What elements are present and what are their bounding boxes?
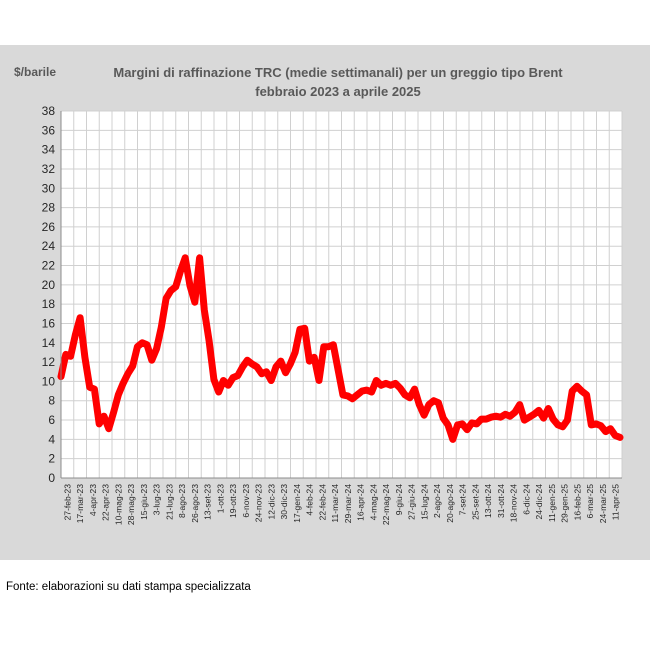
x-tick-label: 30-dic-23 <box>279 484 289 520</box>
x-tick-label: 4-mag-24 <box>368 484 378 521</box>
x-tick-label: 6-dic-24 <box>521 484 531 515</box>
x-tick-label: 31-ott-24 <box>496 484 506 518</box>
x-tick-label: 29-gen-25 <box>560 484 570 523</box>
chart-title: Margini di raffinazione TRC (medie setti… <box>113 65 563 80</box>
x-tick-label: 10-mag-23 <box>113 484 123 525</box>
x-tick-label: 11-apr-25 <box>611 484 621 520</box>
x-tick-label: 25-set-24 <box>470 484 480 520</box>
x-tick-label: 13-ott-24 <box>483 484 493 518</box>
x-tick-label: 22-apr-23 <box>101 484 111 521</box>
x-tick-label: 27-feb-23 <box>62 484 72 521</box>
x-tick-label: 22-mag-24 <box>381 484 391 525</box>
x-tick-label: 11-gen-25 <box>547 484 557 522</box>
x-tick-label: 3-lug-23 <box>152 484 162 515</box>
x-tick-label: 19-ott-23 <box>228 484 238 518</box>
x-tick-label: 18-nov-24 <box>509 484 519 523</box>
x-tick-label: 6-mar-25 <box>585 484 595 519</box>
x-tick-label: 4-feb-24 <box>305 484 315 516</box>
y-tick-label: 20 <box>42 278 56 292</box>
x-tick-label: 12-dic-23 <box>266 484 276 520</box>
series-group <box>57 254 624 443</box>
y-tick-label: 18 <box>42 297 56 311</box>
y-tick-label: 16 <box>42 316 56 330</box>
x-tick-label: 20-ago-24 <box>445 484 455 523</box>
x-tick-label: 16-feb-25 <box>572 484 582 521</box>
y-tick-label: 0 <box>48 471 55 485</box>
y-tick-label: 24 <box>42 239 56 253</box>
x-tick-labels: 27-feb-23 17-mar-23 4-apr-23 22-apr-23 10-ma… <box>62 484 620 525</box>
x-tick-label: 16-apr-24 <box>356 484 366 521</box>
y-tick-label: 22 <box>42 259 56 273</box>
x-tick-label: 8-ago-23 <box>177 484 187 518</box>
y-tick-label: 36 <box>42 123 56 137</box>
x-tick-label: 26-ago-23 <box>190 484 200 523</box>
x-tick-label: 24-nov-23 <box>254 484 264 523</box>
y-tick-label: 12 <box>42 355 56 369</box>
y-tick-label: 28 <box>42 201 56 215</box>
x-tick-label: 21-lug-23 <box>164 484 174 520</box>
x-tick-label: 13-set-23 <box>203 484 213 520</box>
x-tick-label: 17-gen-24 <box>292 484 302 523</box>
x-tick-label: 15-lug-24 <box>419 484 429 520</box>
x-tick-label: 27-giu-24 <box>407 484 417 520</box>
x-tick-label: 22-feb-24 <box>317 484 327 521</box>
x-tick-label: 24-mar-25 <box>598 484 608 523</box>
x-tick-label: 4-apr-23 <box>88 484 98 516</box>
y-tick-label: 26 <box>42 220 56 234</box>
chart-subtitle: febbraio 2023 a aprile 2025 <box>255 84 420 99</box>
x-tick-label: 29-mar-24 <box>343 484 353 523</box>
y-tick-label: 32 <box>42 162 56 176</box>
grid-lines <box>60 110 623 479</box>
x-tick-label: 28-mag-23 <box>126 484 136 525</box>
x-tick-label: 11-mar-24 <box>330 484 340 523</box>
x-tick-label: 7-set-24 <box>458 484 468 515</box>
x-tick-label: 15-giu-23 <box>139 484 149 520</box>
y-tick-label: 30 <box>42 181 56 195</box>
x-tick-label: 6-nov-23 <box>241 484 251 518</box>
y-tick-label: 38 <box>42 104 56 118</box>
y-tick-label: 8 <box>48 394 55 408</box>
y-tick-label: 34 <box>42 143 56 157</box>
y-tick-label: 10 <box>42 374 56 388</box>
y-axis-label: $/barile <box>14 65 56 79</box>
y-tick-label: 14 <box>42 336 56 350</box>
y-tick-label: 6 <box>48 413 55 427</box>
y-tick-label: 4 <box>48 432 55 446</box>
x-tick-label: 2-ago-24 <box>432 484 442 518</box>
x-tick-label: 17-mar-23 <box>75 484 85 523</box>
x-tick-label: 24-dic-24 <box>534 484 544 520</box>
x-tick-label: 1-ott-23 <box>215 484 225 514</box>
series-line <box>57 254 624 443</box>
source-note: Fonte: elaborazioni su dati stampa speci… <box>6 581 251 593</box>
y-tick-label: 2 <box>48 452 55 466</box>
x-tick-label: 9-giu-24 <box>394 484 404 515</box>
